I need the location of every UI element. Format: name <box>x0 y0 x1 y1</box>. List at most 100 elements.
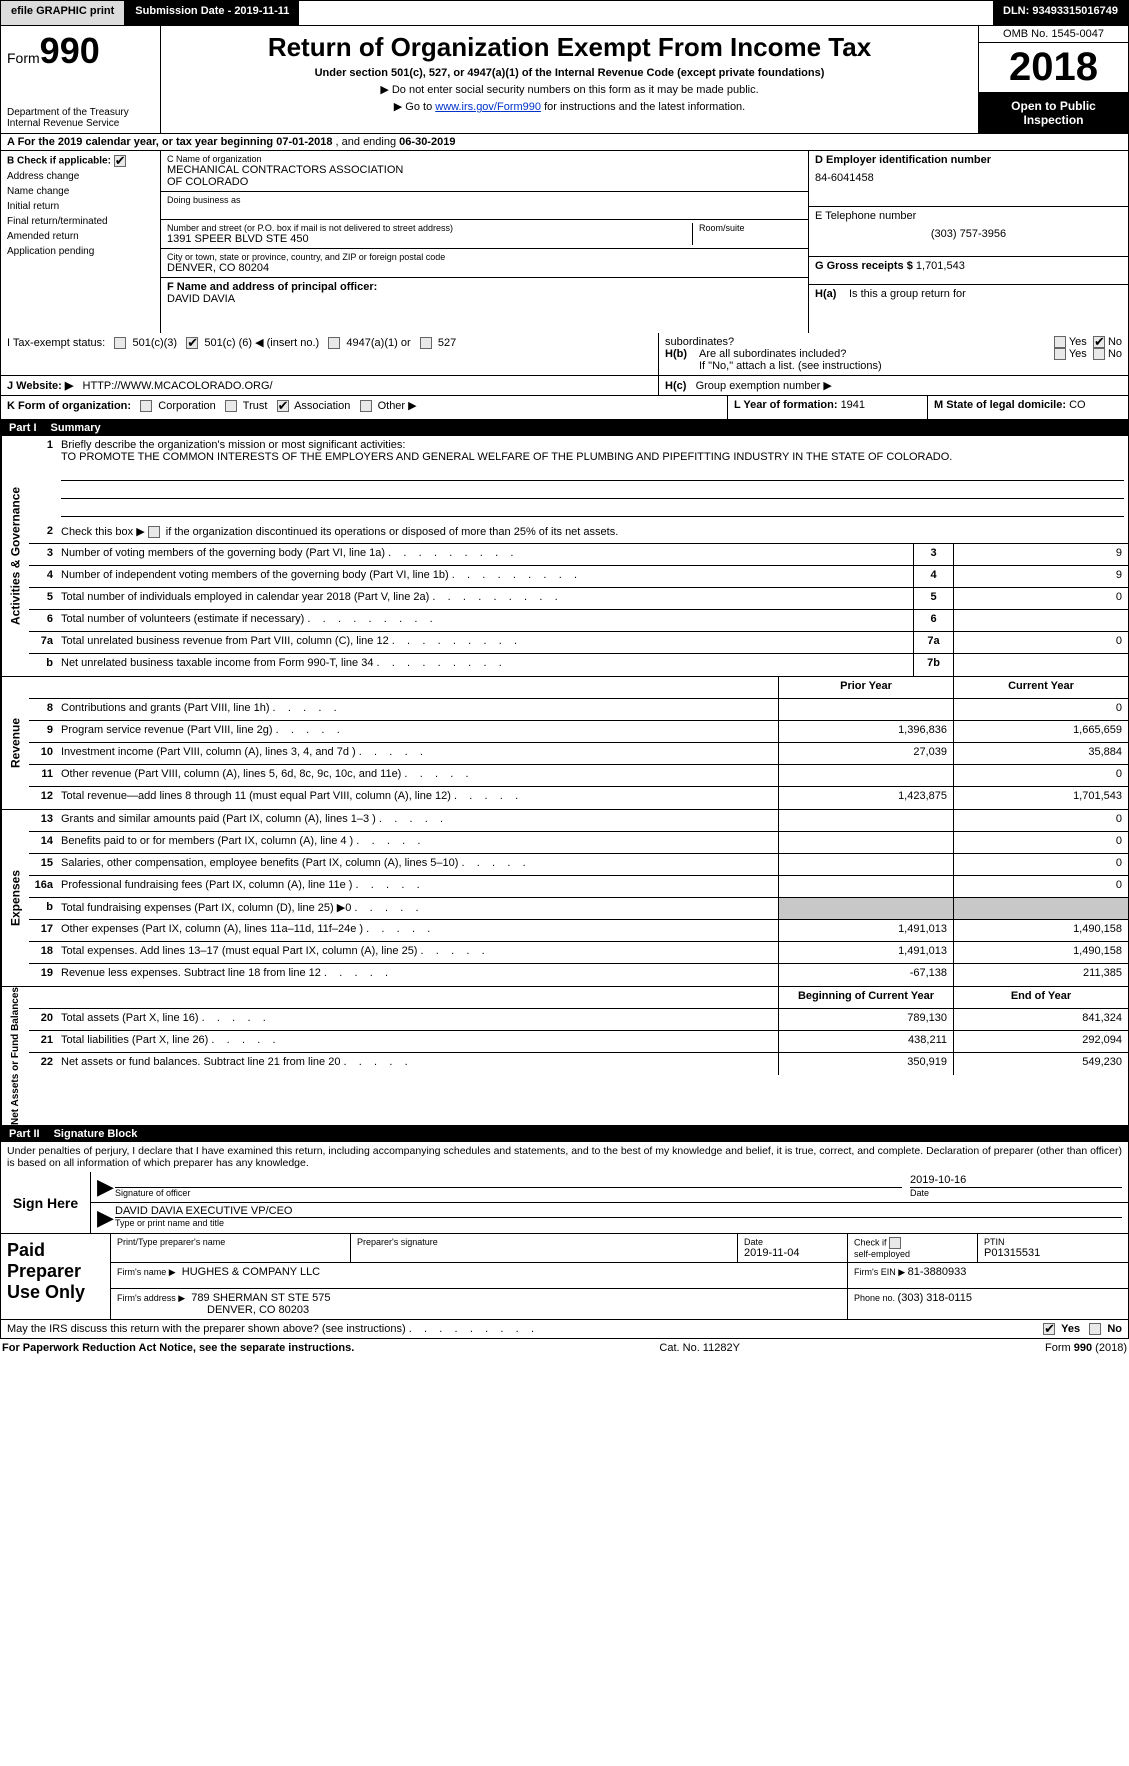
sig-name-row: ▶ DAVID DAVIA EXECUTIVE VP/CEO Type or p… <box>91 1203 1128 1233</box>
penalties-text: Under penalties of perjury, I declare th… <box>0 1142 1129 1172</box>
underline <box>61 465 1124 481</box>
sign-row: Sign Here ▶ Signature of officer 2019-10… <box>1 1172 1128 1233</box>
discuss-row: May the IRS discuss this return with the… <box>0 1320 1129 1339</box>
hb-text: Are all subordinates included? <box>699 348 1054 360</box>
chk-amended-return: Amended return <box>7 231 154 242</box>
chk-address-change: Address change <box>7 171 154 182</box>
chk-4947[interactable] <box>328 337 340 349</box>
revenue-header: Prior Year Current Year <box>29 677 1128 699</box>
m-value: CO <box>1069 399 1086 411</box>
paid-preparer-body: Print/Type preparer's name Preparer's si… <box>111 1234 1128 1319</box>
room-label: Room/suite <box>699 223 802 233</box>
part2-title: Signature Block <box>54 1128 138 1140</box>
row-klm: K Form of organization: Corporation Trus… <box>0 396 1129 420</box>
line-num: 13 <box>29 810 57 831</box>
line-num: 7a <box>29 632 57 653</box>
city-value: DENVER, CO 80204 <box>167 262 802 274</box>
prior-value: 1,396,836 <box>778 721 953 742</box>
sign-here-label: Sign Here <box>1 1172 91 1233</box>
chk-self-employed[interactable] <box>889 1237 901 1249</box>
chk-name-change: Name change <box>7 186 154 197</box>
opt-501c-a: 501(c) ( <box>204 337 242 349</box>
mission-text-wrap: Briefly describe the organization's miss… <box>57 436 1128 522</box>
ein-value: 84-6041458 <box>815 172 1122 184</box>
line-text: Total liabilities (Part X, line 26) <box>57 1031 778 1052</box>
blank <box>29 987 57 1008</box>
line-text: Number of independent voting members of … <box>57 566 913 587</box>
sig-name-label: Type or print name and title <box>115 1218 1122 1228</box>
blank <box>57 987 778 1008</box>
chk-ha-no[interactable] <box>1093 336 1105 348</box>
chk-527[interactable] <box>420 337 432 349</box>
chk-501c[interactable] <box>186 337 198 349</box>
chk-ha-yes[interactable] <box>1054 336 1066 348</box>
ha-text1: Is this a group return for <box>849 288 1122 300</box>
chk-trust[interactable] <box>225 400 237 412</box>
line-num: 6 <box>29 610 57 631</box>
line-num: 20 <box>29 1009 57 1030</box>
dept-line1: Department of the Treasury <box>7 107 154 118</box>
line-num: 11 <box>29 765 57 786</box>
current-value: 211,385 <box>953 964 1128 986</box>
opt-4947: 4947(a)(1) or <box>346 337 410 349</box>
opt-assoc: Association <box>294 400 350 412</box>
line-num: 14 <box>29 832 57 853</box>
sig-officer-row: ▶ Signature of officer 2019-10-16 Date <box>91 1172 1128 1203</box>
blank <box>29 677 57 698</box>
officer-name: DAVID DAVIA <box>167 293 802 305</box>
chk-501c3[interactable] <box>114 337 126 349</box>
goto-note: ▶ Go to www.irs.gov/Form990 for instruct… <box>169 100 970 113</box>
ssn-note: ▶ Do not enter social security numbers o… <box>169 83 970 96</box>
line-box: 5 <box>913 588 953 609</box>
line-text: Total number of volunteers (estimate if … <box>57 610 913 631</box>
prior-value: 350,919 <box>778 1053 953 1075</box>
open-to-public: Open to Public Inspection <box>979 93 1128 133</box>
line-text: Investment income (Part VIII, column (A)… <box>57 743 778 764</box>
sign-right: ▶ Signature of officer 2019-10-16 Date ▶… <box>91 1172 1128 1233</box>
firm-name-label: Firm's name ▶ <box>117 1267 176 1277</box>
firm-addr2: DENVER, CO 80203 <box>117 1304 841 1316</box>
discuss-no: No <box>1107 1323 1122 1335</box>
line-text: Total fundraising expenses (Part IX, col… <box>57 898 778 919</box>
current-value: 841,324 <box>953 1009 1128 1030</box>
chk-hb-yes[interactable] <box>1054 348 1066 360</box>
line-box: 3 <box>913 544 953 565</box>
firm-addr-label: Firm's address ▶ <box>117 1293 185 1303</box>
chk-hb-no[interactable] <box>1093 348 1105 360</box>
line-text: Total expenses. Add lines 13–17 (must eq… <box>57 942 778 963</box>
chk-discuss-yes[interactable] <box>1043 1323 1055 1335</box>
department-label: Department of the Treasury Internal Reve… <box>7 107 154 129</box>
j-label: J Website: ▶ <box>7 380 73 392</box>
prior-value: 1,423,875 <box>778 787 953 809</box>
summary-revenue: Revenue Prior Year Current Year 8 Contri… <box>0 677 1129 810</box>
opt-501c3: 501(c)(3) <box>132 337 177 349</box>
chk-corp[interactable] <box>140 400 152 412</box>
org-name-cell: C Name of organization MECHANICAL CONTRA… <box>161 151 808 192</box>
sig-line <box>115 1174 902 1188</box>
dba-label: Doing business as <box>167 195 802 205</box>
current-value: 0 <box>953 765 1128 786</box>
current-value: 1,701,543 <box>953 787 1128 809</box>
line-num: 12 <box>29 787 57 809</box>
gross-label: G Gross receipts $ <box>815 260 916 272</box>
footer-left: For Paperwork Reduction Act Notice, see … <box>2 1342 354 1354</box>
chk-other[interactable] <box>360 400 372 412</box>
ptin-label: PTIN <box>984 1237 1122 1247</box>
line-text: Revenue less expenses. Subtract line 18 … <box>57 964 778 986</box>
form-990-big: 990 <box>40 30 100 71</box>
sig-officer-label: Signature of officer <box>115 1188 902 1198</box>
line-value: 9 <box>953 566 1128 587</box>
current-value <box>953 898 1128 919</box>
chk-discontinued[interactable] <box>148 526 160 538</box>
row-j-hc: J Website: ▶ HTTP://WWW.MCACOLORADO.ORG/… <box>0 376 1129 396</box>
irs-link[interactable]: www.irs.gov/Form990 <box>435 101 541 113</box>
chk-discuss-no[interactable] <box>1089 1323 1101 1335</box>
efile-button[interactable]: efile GRAPHIC print <box>1 1 125 25</box>
chk-assoc[interactable] <box>277 400 289 412</box>
line-box: 6 <box>913 610 953 631</box>
address-value: 1391 SPEER BLVD STE 450 <box>167 233 692 245</box>
l-value: 1941 <box>841 399 865 411</box>
header-center: Return of Organization Exempt From Incom… <box>161 26 978 133</box>
officer-label-text: F Name and address of principal officer: <box>167 281 377 293</box>
check-applicable-icon[interactable] <box>114 155 126 167</box>
